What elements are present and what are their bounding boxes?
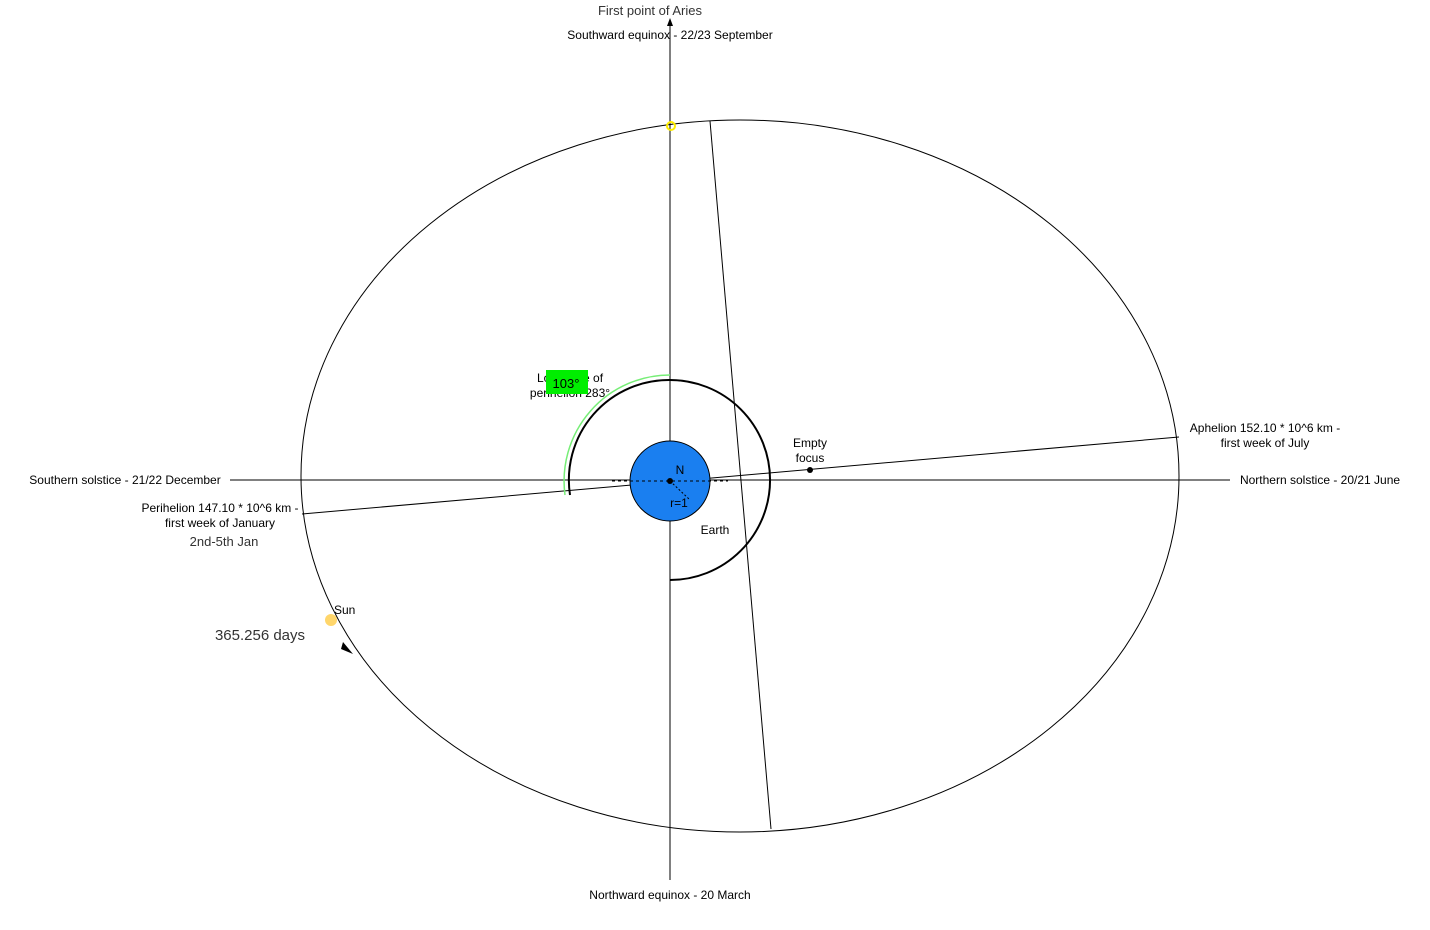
northward-equinox-label: Northward equinox - 20 March xyxy=(589,888,750,902)
aphelion-label-line1: Aphelion 152.10 * 10^6 km - xyxy=(1190,421,1340,435)
empty-focus-label-line2: focus xyxy=(796,451,825,465)
radius-dashed-line xyxy=(669,480,691,501)
empty-focus-dot xyxy=(807,467,813,473)
equinox-point-icon xyxy=(666,121,676,131)
earth-reference-arc-left xyxy=(567,378,671,496)
southward-equinox-label: Southward equinox - 22/23 September xyxy=(567,28,772,42)
earth-reference-arc xyxy=(669,379,771,581)
aphelion-label-line2: first week of July xyxy=(1221,436,1310,450)
aries-arrow-icon xyxy=(667,18,673,26)
angle-badge-cover xyxy=(546,370,588,394)
northern-solstice-label: Northern solstice - 20/21 June xyxy=(1240,473,1400,487)
earth-label: Earth xyxy=(701,523,730,537)
perihelion-label-line2: first week of January xyxy=(165,516,275,530)
angle-badge-label: 103° xyxy=(553,376,580,391)
sun-label: Sun xyxy=(334,603,355,617)
minor-axis-line xyxy=(709,120,772,830)
earth-orbit-ellipse xyxy=(300,119,1180,833)
sun-dot-icon xyxy=(325,614,337,626)
empty-focus-label-line1: Empty xyxy=(793,436,827,450)
longitude-of-perihelion-arc xyxy=(563,374,671,496)
southern-solstice-label: Southern solstice - 21/22 December xyxy=(29,473,220,487)
perihelion-date-label: 2nd-5th Jan xyxy=(190,534,259,549)
north-label: N xyxy=(676,463,685,477)
radius-label: r=1 xyxy=(670,496,688,510)
perihelion-label-line1: Perihelion 147.10 * 10^6 km - xyxy=(141,501,298,515)
direction-arrow-icon xyxy=(341,642,353,654)
first-point-aries-label: First point of Aries xyxy=(598,3,703,18)
orbital-period-label: 365.256 days xyxy=(215,627,305,644)
